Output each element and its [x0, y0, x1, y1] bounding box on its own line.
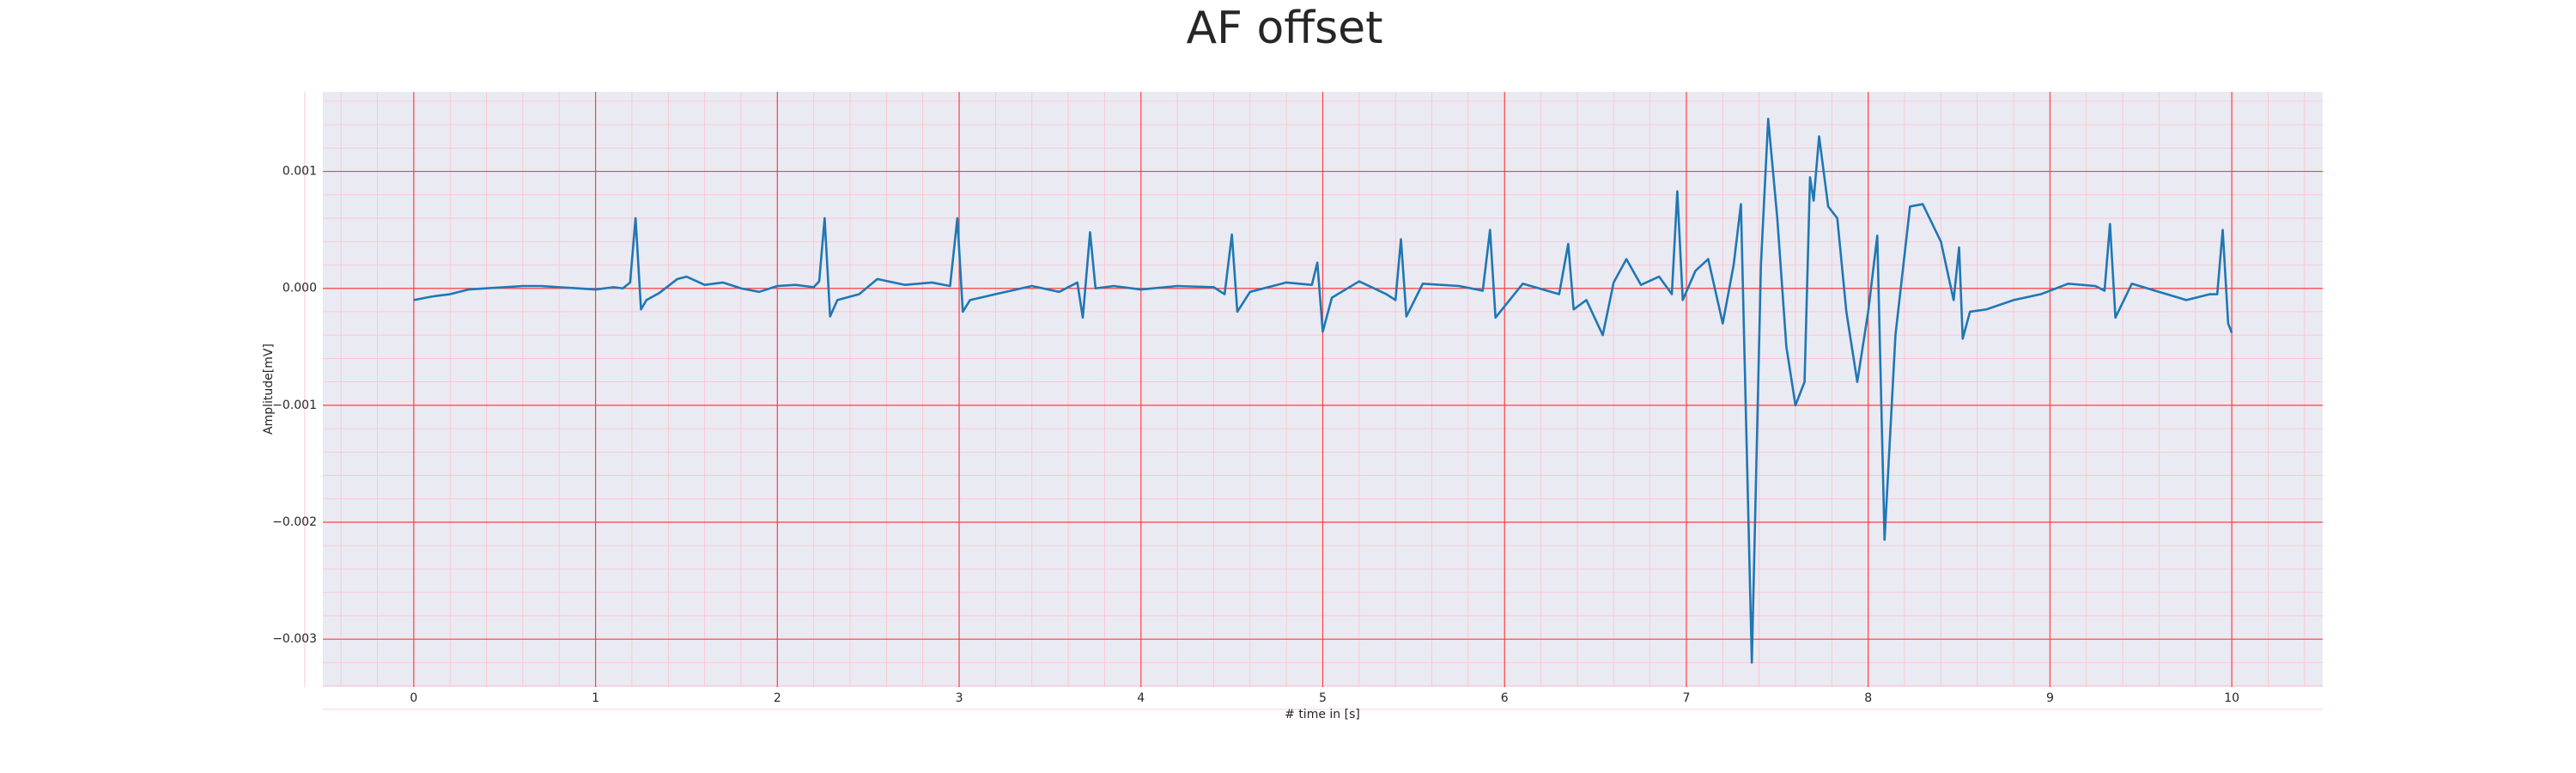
x-tick-label: 9: [2046, 691, 2054, 705]
y-tick-label: 0.001: [283, 165, 317, 179]
x-tick-label: 1: [592, 691, 599, 705]
x-tick-label: 5: [1319, 691, 1327, 705]
y-tick-label: −0.003: [272, 632, 317, 646]
y-tick-label: −0.001: [272, 399, 317, 412]
chart-title: AF offset: [1186, 3, 1382, 54]
x-tick-label: 7: [1682, 691, 1690, 705]
y-tick-label: 0.000: [283, 282, 317, 295]
x-tick-label: 8: [1864, 691, 1872, 705]
x-tick-label: 6: [1501, 691, 1509, 705]
labels: AF offset # time in [s] Amplitude[mV] 0 1…: [262, 3, 2239, 721]
plot: [413, 118, 2233, 664]
x-tick-label: 2: [774, 691, 781, 705]
x-tick-label: 10: [2224, 691, 2239, 705]
y-tick-label: −0.002: [272, 515, 317, 529]
grid: [304, 92, 2323, 710]
x-axis-label: # time in [s]: [1285, 708, 1360, 721]
x-tick-label: 0: [410, 691, 417, 705]
y-axis-label: Amplitude[mV]: [262, 344, 276, 435]
line: [413, 118, 2233, 664]
x-tick-label: 4: [1137, 691, 1145, 705]
x-tick-label: 3: [956, 691, 963, 705]
